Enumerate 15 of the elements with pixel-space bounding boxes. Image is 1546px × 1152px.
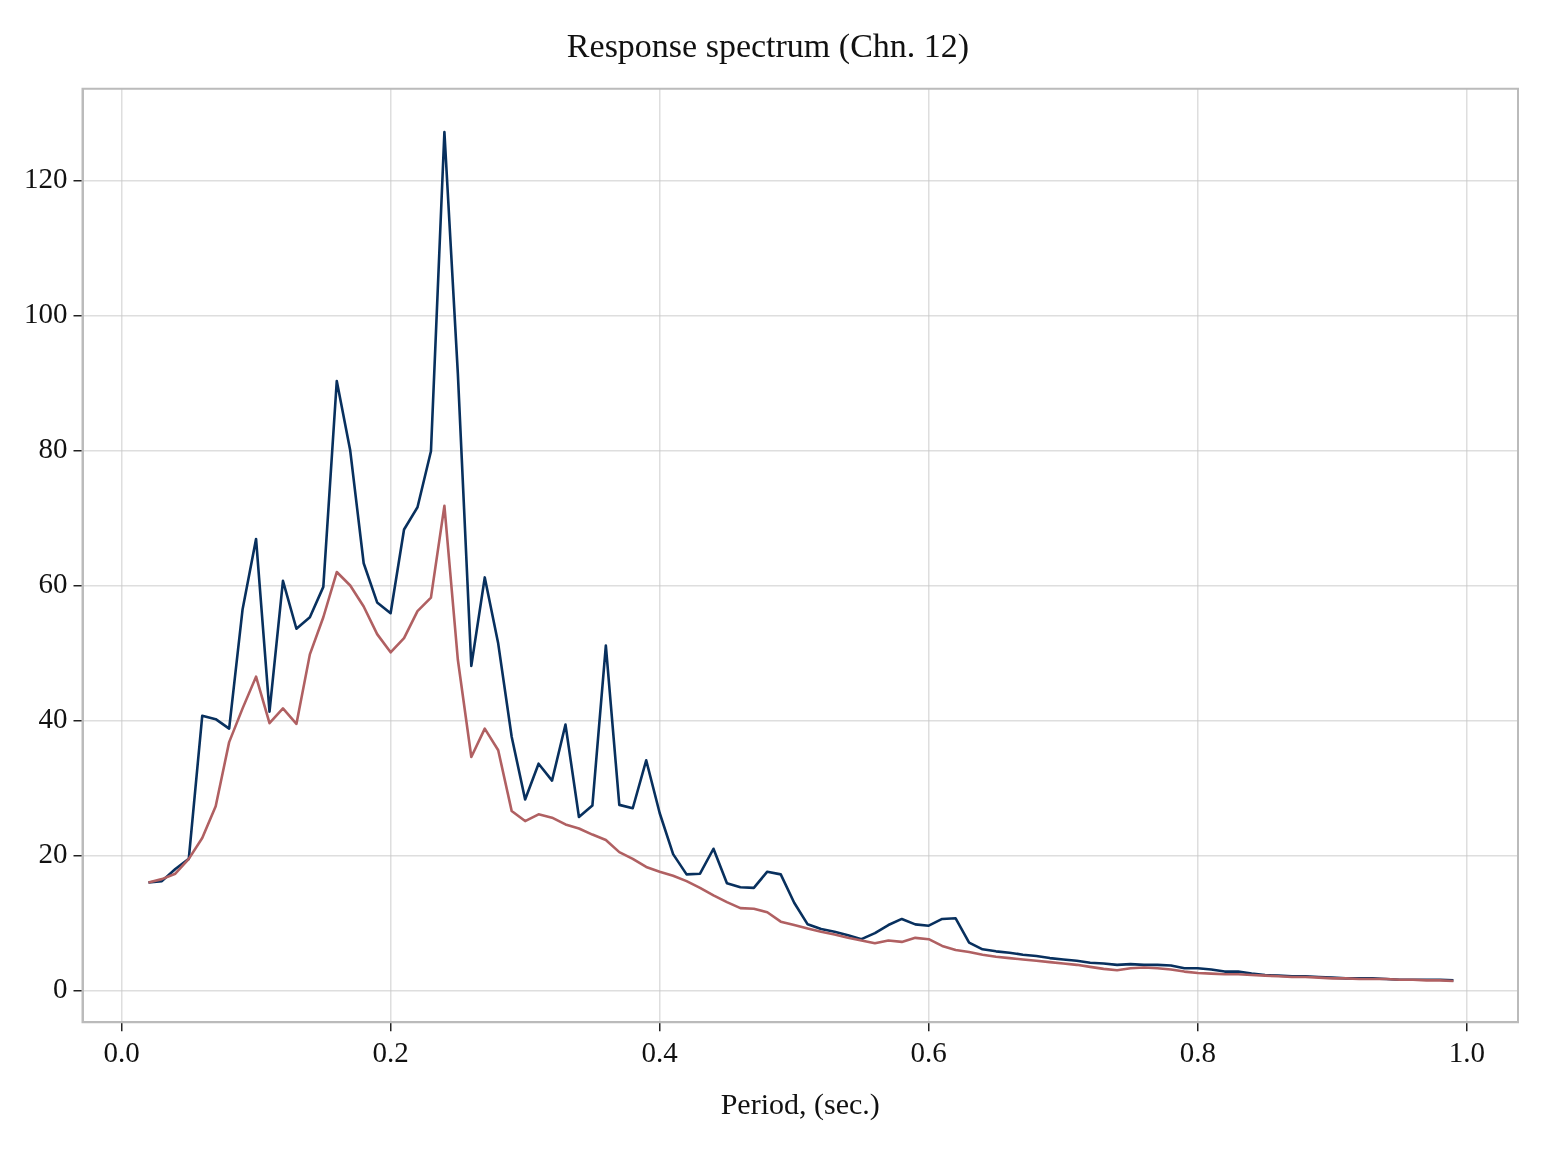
x-axis-title: Period, (sec.) [720, 1086, 880, 1121]
x-tick-label: 1.0 [1448, 1036, 1485, 1069]
y-tick-label: 120 [24, 162, 68, 195]
y-tick-label: 100 [24, 297, 68, 330]
x-tick-label: 0.4 [641, 1036, 679, 1069]
y-tick-label: 20 [38, 837, 68, 870]
x-tick-label: 0.6 [910, 1036, 947, 1069]
y-tick-label: 80 [38, 432, 68, 465]
x-tick-label: 0.8 [1179, 1036, 1216, 1069]
x-tick-label: 0.0 [103, 1036, 140, 1069]
y-tick-label: 0 [53, 972, 68, 1005]
x-tick-label: 0.2 [372, 1036, 409, 1069]
y-tick-label: 60 [38, 567, 68, 600]
chart-title: Response spectrum (Chn. 12) [566, 27, 970, 66]
y-tick-label: 40 [38, 702, 68, 735]
